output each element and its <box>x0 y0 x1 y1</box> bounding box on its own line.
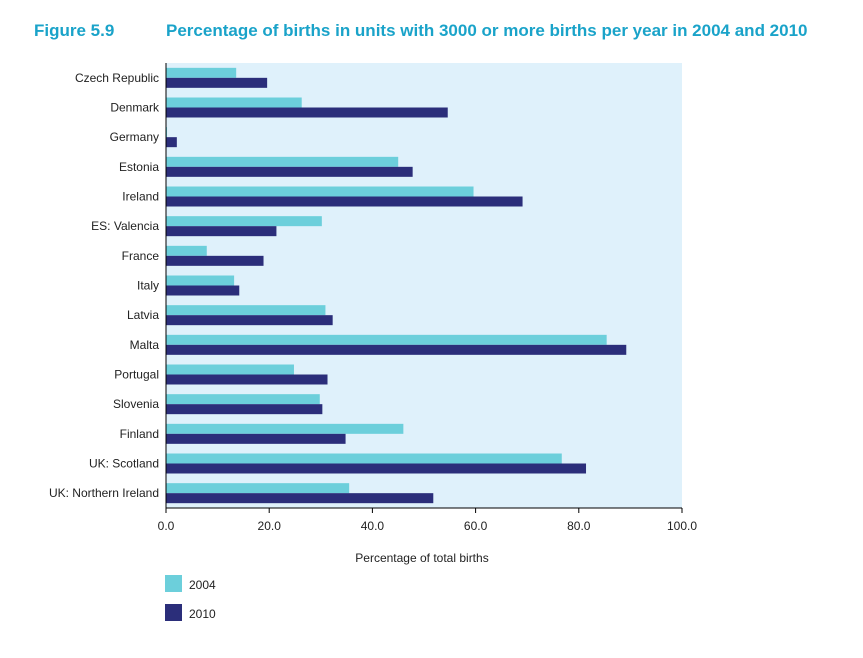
category-label: France <box>122 249 160 263</box>
x-tick-label: 100.0 <box>667 519 697 533</box>
category-label: ES: Valencia <box>91 219 159 233</box>
legend-swatch-2004 <box>165 575 182 592</box>
bar-2010 <box>166 463 587 474</box>
bar-2010 <box>166 285 240 296</box>
bar-2010 <box>166 166 413 177</box>
legend-label-2004: 2004 <box>189 578 216 592</box>
bar-2004 <box>166 156 399 167</box>
legend-swatch-2010 <box>165 604 182 621</box>
x-tick-label: 80.0 <box>567 519 591 533</box>
category-label: Latvia <box>127 308 159 322</box>
bar-2010 <box>166 344 627 355</box>
x-tick-label: 20.0 <box>258 519 282 533</box>
bar-2004 <box>166 245 207 256</box>
bar-2004 <box>166 186 474 197</box>
bar-2010 <box>166 255 264 266</box>
category-label: Ireland <box>122 190 159 204</box>
x-tick-label: 60.0 <box>464 519 488 533</box>
bar-2004 <box>166 216 322 227</box>
bar-2010 <box>166 137 177 148</box>
bar-2004 <box>166 67 237 78</box>
bar-2004 <box>166 127 168 138</box>
bar-2010 <box>166 493 434 504</box>
category-label: Denmark <box>110 101 160 115</box>
bar-2010 <box>166 433 346 444</box>
bar-2004 <box>166 275 235 286</box>
chart-title: Percentage of births in units with 3000 … <box>166 21 808 40</box>
x-tick-label: 0.0 <box>158 519 175 533</box>
category-label: Italy <box>137 279 159 293</box>
bar-2010 <box>166 315 333 326</box>
category-label: Portugal <box>114 368 159 382</box>
bar-2010 <box>166 196 523 207</box>
category-label: Czech Republic <box>75 71 159 85</box>
bar-2004 <box>166 97 302 108</box>
bar-2004 <box>166 483 350 494</box>
figure-label: Figure 5.9 <box>34 21 115 40</box>
category-label: Malta <box>130 338 160 352</box>
bar-2004 <box>166 394 320 405</box>
category-labels: Czech Republic Denmark Germany Estonia Irela… <box>49 71 160 500</box>
category-label: Germany <box>110 130 159 144</box>
category-label: Finland <box>120 427 159 441</box>
legend-label-2010: 2010 <box>189 607 216 621</box>
category-label: Slovenia <box>113 397 159 411</box>
category-label: Estonia <box>119 160 159 174</box>
bar-2004 <box>166 305 326 316</box>
x-axis-title: Percentage of total births <box>355 551 488 565</box>
legend: 2004 2010 <box>165 575 216 621</box>
bars-group <box>166 67 627 504</box>
bar-2010 <box>166 107 448 118</box>
category-label: UK: Scotland <box>89 457 159 471</box>
bar-2004 <box>166 423 404 434</box>
bar-2004 <box>166 453 562 464</box>
bar-2004 <box>166 364 294 375</box>
bar-2010 <box>166 77 268 88</box>
x-tick-label: 40.0 <box>361 519 385 533</box>
x-ticks: 0.0 20.0 40.0 60.0 80.0 100.0 <box>158 508 697 533</box>
bar-2010 <box>166 374 328 385</box>
bar-2010 <box>166 226 277 237</box>
bar-2004 <box>166 334 607 345</box>
category-label: UK: Northern Ireland <box>49 486 159 500</box>
bar-2010 <box>166 404 323 415</box>
